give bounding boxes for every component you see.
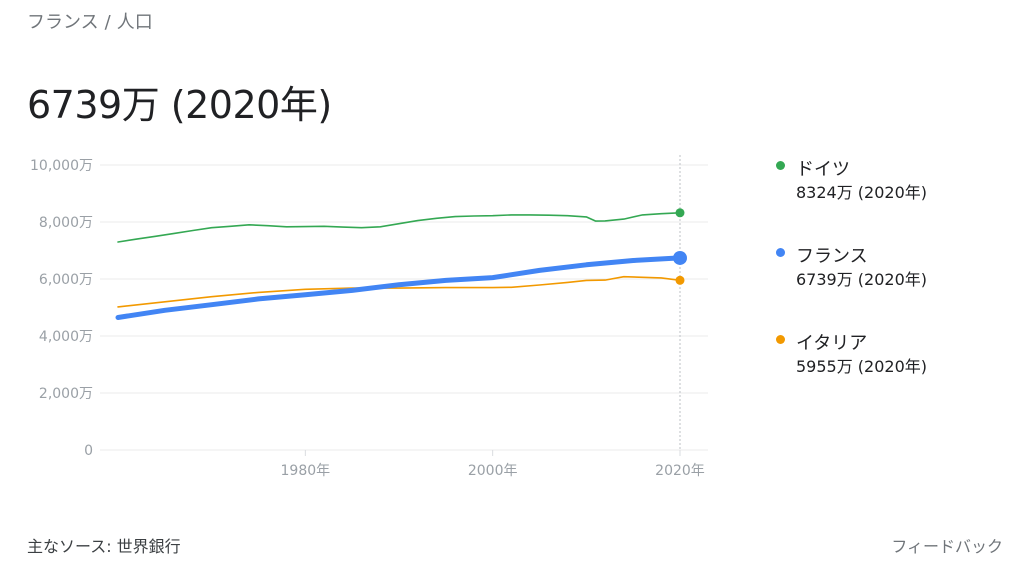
legend-name-italy: イタリア	[796, 333, 868, 354]
chart-endpoints	[673, 208, 687, 285]
series-endpoint[interactable]	[675, 275, 685, 285]
series-line[interactable]	[117, 275, 681, 308]
y-tick-label: 2,000万	[39, 386, 93, 402]
legend-value-france: 6739万 (2020年)	[796, 270, 928, 289]
y-axis: 0 2,000万 4,000万 6,000万 8,000万 10,000万	[30, 158, 93, 459]
population-line-chart[interactable]: 0 2,000万 4,000万 6,000万 8,000万 10,000万 1980年 20…	[0, 140, 730, 490]
x-tick-label: 2000年	[468, 463, 518, 479]
x-axis: 1980年 2000年 2020年	[281, 155, 705, 479]
y-tick-label: 8,000万	[39, 215, 93, 231]
chart-series	[115, 212, 683, 320]
legend-value-italy: 5955万 (2020年)	[796, 357, 928, 376]
x-tick-label: 1980年	[281, 463, 331, 479]
legend-dot-france	[776, 248, 785, 257]
breadcrumb-separator: /	[104, 12, 111, 33]
breadcrumb-country-link[interactable]: フランス	[27, 12, 99, 33]
y-tick-label: 4,000万	[39, 329, 93, 345]
series-line[interactable]	[117, 212, 681, 243]
legend-name-germany: ドイツ	[796, 159, 850, 180]
legend-name-france: フランス	[796, 246, 868, 267]
breadcrumb-topic: 人口	[116, 12, 153, 33]
data-source: 主なソース: 世界銀行	[27, 537, 181, 556]
legend-dot-germany	[776, 161, 785, 170]
headline-value: 6739万 (2020年)	[27, 83, 332, 127]
feedback-link[interactable]: フィードバック	[891, 537, 1003, 556]
y-tick-label: 10,000万	[30, 158, 93, 174]
y-tick-label: 0	[84, 443, 93, 459]
chart-gridlines	[100, 164, 708, 451]
x-tick-label: 2020年	[655, 463, 705, 479]
breadcrumb: フランス / 人口	[27, 8, 153, 34]
legend-value-germany: 8324万 (2020年)	[796, 183, 928, 202]
series-endpoint[interactable]	[673, 250, 687, 265]
legend-dot-italy	[776, 335, 785, 344]
series-endpoint[interactable]	[675, 208, 685, 218]
series-line[interactable]	[115, 255, 683, 320]
y-tick-label: 6,000万	[39, 272, 93, 288]
